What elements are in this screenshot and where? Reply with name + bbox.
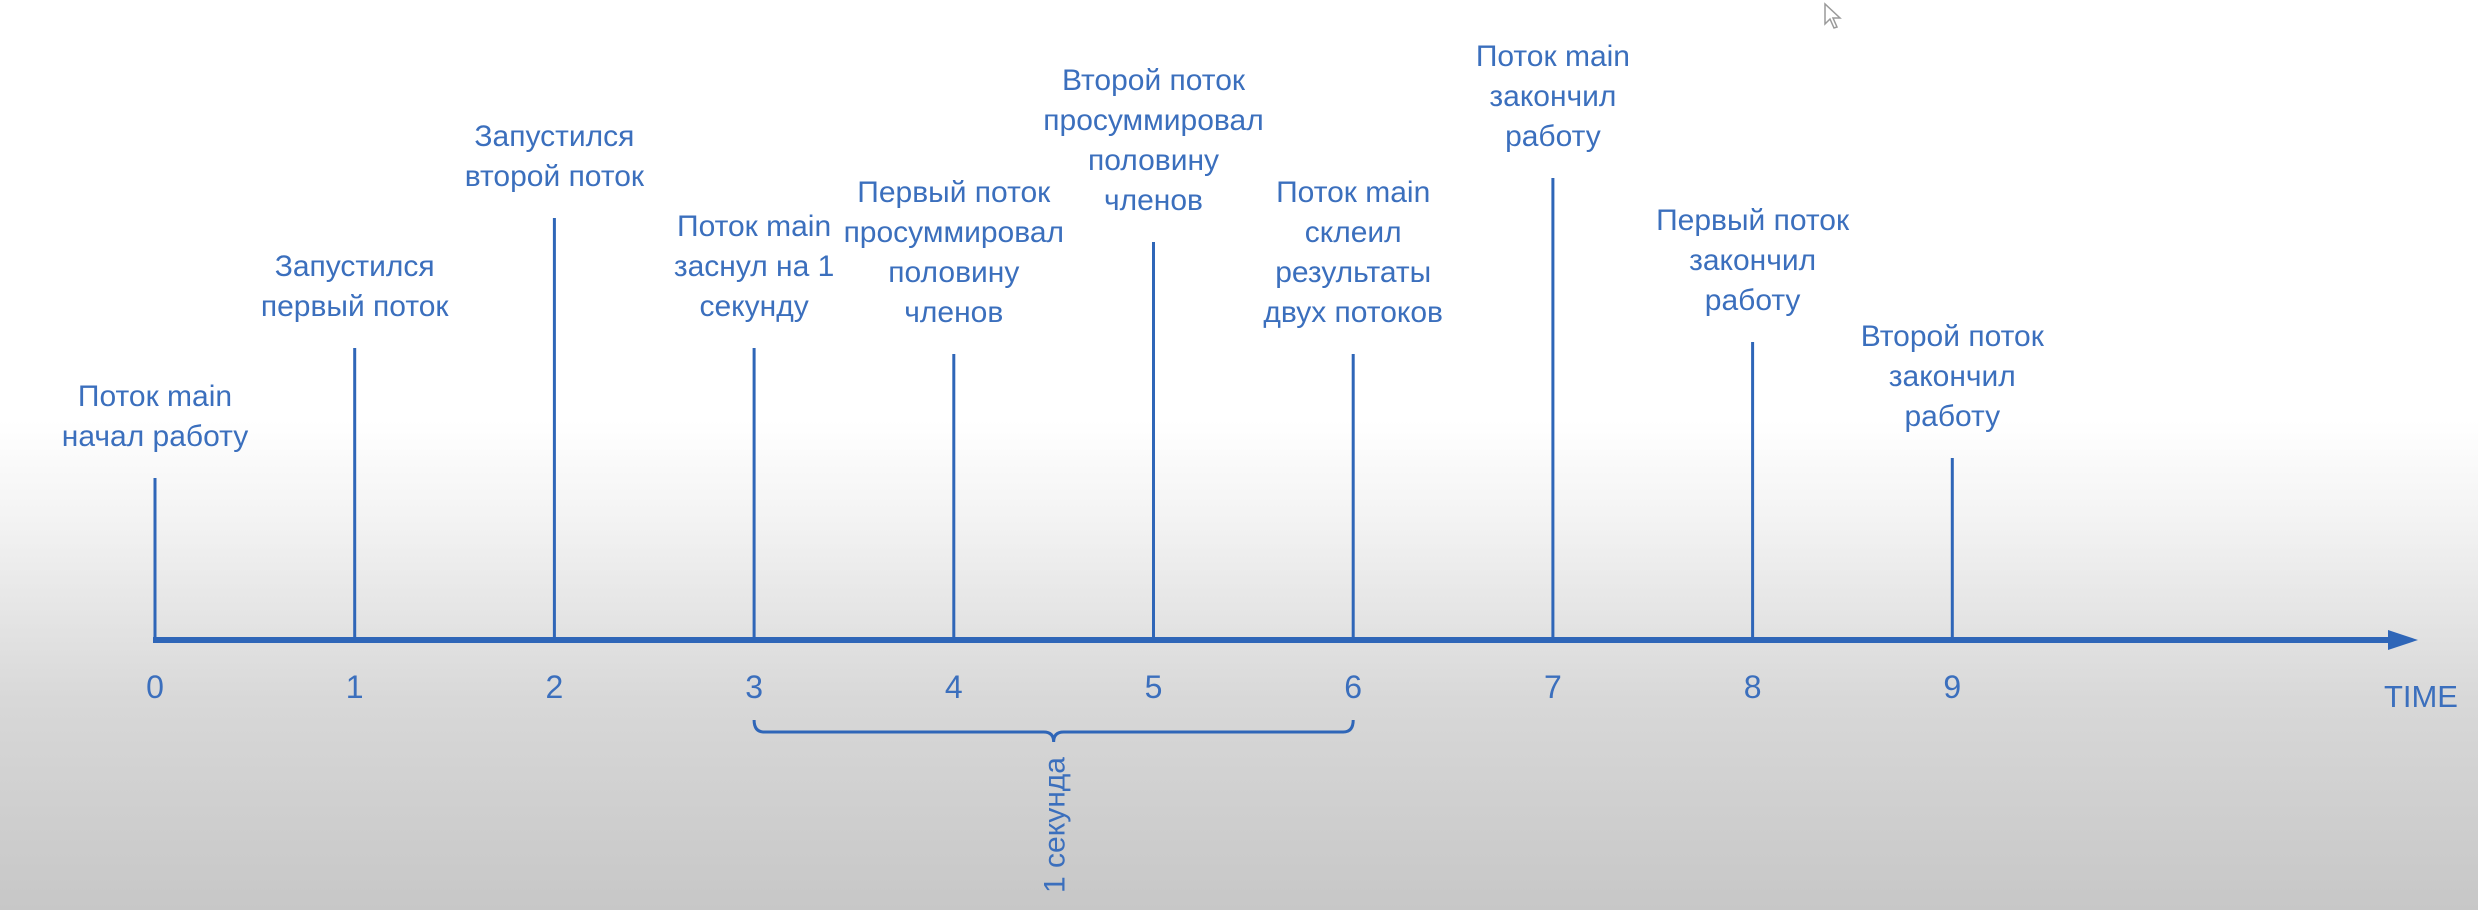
event-label-line: Первый поток <box>857 176 1051 209</box>
event-7: Поток main закончил работу <box>1476 40 1630 640</box>
tick-label: 7 <box>1544 669 1562 705</box>
event-label-line: закончил <box>1489 80 1616 113</box>
event-label-line: просуммировал <box>844 216 1064 249</box>
time-axis-title: TIME <box>2384 679 2458 714</box>
event-8: Первый поток закончил работу <box>1656 204 1850 640</box>
event-label-line: закончил <box>1689 244 1816 277</box>
tick-label: 2 <box>546 669 564 705</box>
event-label-line: Поток main <box>677 210 831 243</box>
event-label-line: результаты <box>1275 256 1431 289</box>
event-label-line: членов <box>1104 184 1203 217</box>
tick-label: 0 <box>146 669 164 705</box>
event-label-line: Второй поток <box>1062 64 1246 97</box>
event-label-line: первый поток <box>261 290 450 323</box>
event-label-line: начал работу <box>62 420 248 453</box>
events-layer: Поток main начал работу Запустился первый п… <box>62 40 2045 640</box>
mouse-cursor-icon <box>1824 2 1842 29</box>
tick-label: 9 <box>1943 669 1961 705</box>
event-4: Первый поток просуммировал половину членов <box>844 176 1064 640</box>
tick-label: 3 <box>745 669 763 705</box>
event-5: Второй поток просуммировал половину членов <box>1043 64 1264 640</box>
time-axis-arrow-icon <box>2388 630 2418 650</box>
tick-label: 1 <box>346 669 364 705</box>
tick-label: 4 <box>945 669 963 705</box>
event-label-line: Поток main <box>78 380 232 413</box>
event-label-line: секунду <box>699 290 808 323</box>
event-label-line: половину <box>1088 144 1219 177</box>
event-label-line: Запустился <box>474 120 634 153</box>
event-1: Запустился первый поток <box>261 250 450 640</box>
event-label-line: работу <box>1904 400 2000 433</box>
interval-brace: 1 секунда <box>752 719 1355 893</box>
event-label-line: Второй поток <box>1861 320 2045 353</box>
event-label-line: Поток main <box>1276 176 1430 209</box>
event-label-line: двух потоков <box>1263 296 1443 329</box>
event-label-line: работу <box>1705 284 1801 317</box>
event-label-line: склеил <box>1305 216 1402 249</box>
event-3: Поток main заснул на 1 секунду <box>674 210 834 640</box>
event-label-line: второй поток <box>465 160 645 193</box>
event-label-line: работу <box>1505 120 1601 153</box>
event-label-line: половину <box>888 256 1019 289</box>
event-label-line: Первый поток <box>1656 204 1850 237</box>
curly-brace-shape <box>752 719 1355 743</box>
event-6: Поток main склеил результаты двух потоков <box>1263 176 1443 640</box>
event-2: Запустился второй поток <box>465 120 645 640</box>
event-label-line: закончил <box>1889 360 2016 393</box>
tick-label: 5 <box>1145 669 1163 705</box>
tick-label: 6 <box>1344 669 1362 705</box>
tick-label: 8 <box>1744 669 1762 705</box>
axis-layer: 0 1 2 3 4 5 6 7 8 9 TIME <box>146 630 2458 714</box>
event-label-line: Запустился <box>275 250 435 283</box>
interval-label: 1 секунда <box>1039 757 1072 893</box>
event-0: Поток main начал работу <box>62 380 248 640</box>
event-label-line: заснул на 1 <box>674 250 834 283</box>
event-label-line: Поток main <box>1476 40 1630 73</box>
event-label-line: просуммировал <box>1043 104 1263 137</box>
event-9: Второй поток закончил работу <box>1861 320 2045 640</box>
event-label-line: членов <box>904 296 1003 329</box>
